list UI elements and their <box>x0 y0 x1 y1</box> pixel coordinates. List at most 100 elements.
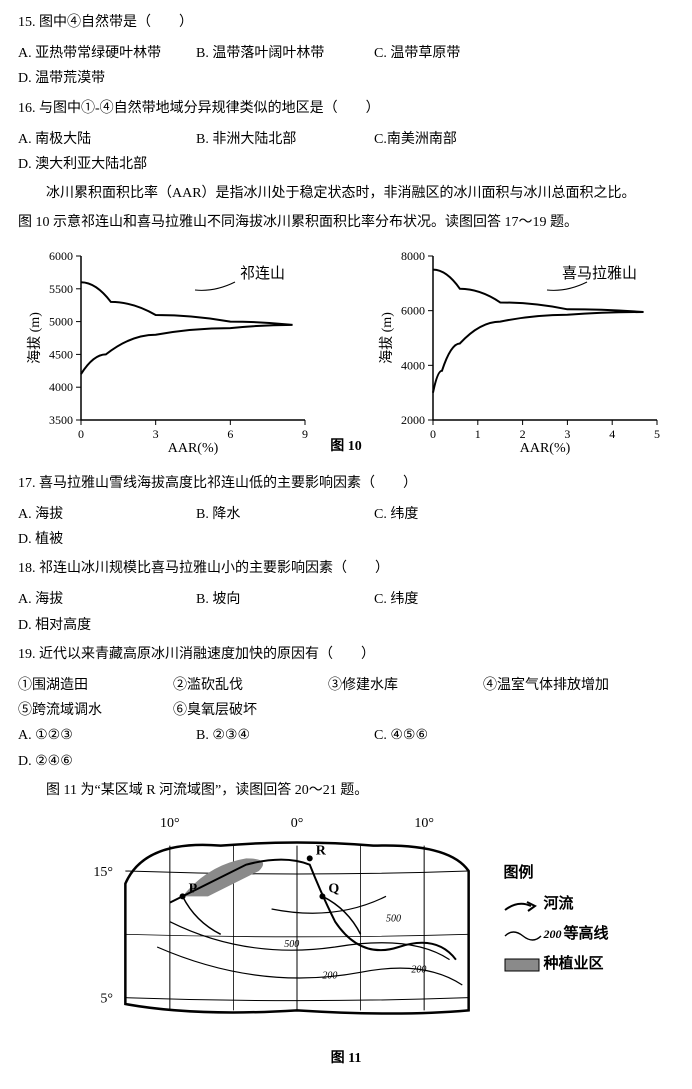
passage1-p1: 冰川累积面积比率（AAR）是指冰川处于稳定状态时，非消融区的冰川面积与冰川总面积… <box>18 181 674 206</box>
q15-opt-a: A. 亚热带常绿硬叶林带 <box>18 41 168 66</box>
svg-text:15°: 15° <box>94 865 114 880</box>
svg-text:祁连山: 祁连山 <box>240 265 285 282</box>
svg-text:6000: 6000 <box>49 249 73 263</box>
q15-opt-b: B. 温带落叶阔叶林带 <box>196 41 346 66</box>
q15-options: A. 亚热带常绿硬叶林带 B. 温带落叶阔叶林带 C. 温带草原带 D. 温带荒… <box>18 41 674 91</box>
fig11-caption: 图 11 <box>18 1046 674 1071</box>
legend-contour-sample: 200 <box>543 924 561 946</box>
svg-text:0: 0 <box>430 427 436 441</box>
svg-text:5500: 5500 <box>49 281 73 295</box>
svg-text:500: 500 <box>386 914 401 925</box>
figure-11: 10° 0° 10° 15° 5° 200 500 500 200 P Q R 图例 河流 200 等… <box>18 811 674 1071</box>
fig10-caption: 图 10 <box>330 439 362 454</box>
legend-title: 图例 <box>503 860 608 887</box>
chart-qilian-svg: 3500 4000 4500 5000 5500 6000 0 3 6 9 海拔 (m) AAR(%)… <box>25 246 315 456</box>
q19-subopts-2: ⑤跨流域调水 ⑥臭氧层破坏 <box>18 698 674 723</box>
q19-sub6: ⑥臭氧层破坏 <box>173 698 328 723</box>
q18-stem: 18. 祁连山冰川规模比喜马拉雅山小的主要影响因素（ ） <box>18 556 674 581</box>
legend-river-label: 河流 <box>543 891 573 918</box>
svg-text:0: 0 <box>78 427 84 441</box>
svg-text:P: P <box>189 881 198 896</box>
svg-text:AAR(%): AAR(%) <box>168 441 219 456</box>
figure-10-charts: 3500 4000 4500 5000 5500 6000 0 3 6 9 海拔 (m) AAR(%)… <box>18 246 674 465</box>
svg-text:0°: 0° <box>291 816 304 831</box>
svg-text:9: 9 <box>302 427 308 441</box>
svg-text:海拔 (m): 海拔 (m) <box>379 311 395 363</box>
chart-qilian: 3500 4000 4500 5000 5500 6000 0 3 6 9 海拔 (m) AAR(%)… <box>25 246 315 465</box>
svg-text:10°: 10° <box>415 816 435 831</box>
passage1-p2: 图 10 示意祁连山和喜马拉雅山不同海拔冰川累积面积比率分布状况。读图回答 17… <box>18 210 674 235</box>
svg-text:3: 3 <box>564 427 570 441</box>
svg-text:4: 4 <box>609 427 615 441</box>
q19-subopts: ①围湖造田 ②滥砍乱伐 ③修建水库 ④温室气体排放增加 <box>18 673 674 698</box>
q19-opt-a: A. ①②③ <box>18 723 168 748</box>
q19-options: A. ①②③ B. ②③④ C. ④⑤⑥ D. ②④⑥ <box>18 723 674 773</box>
svg-text:5000: 5000 <box>49 314 73 328</box>
q16-opt-c: C.南美洲南部 <box>374 127 524 152</box>
q19-opt-b: B. ②③④ <box>196 723 346 748</box>
q17-opt-c: C. 纬度 <box>374 502 524 527</box>
svg-text:1: 1 <box>474 427 480 441</box>
q15-opt-c: C. 温带草原带 <box>374 41 524 66</box>
q17-options: A. 海拔 B. 降水 C. 纬度 D. 植被 <box>18 502 674 552</box>
svg-text:6: 6 <box>228 427 234 441</box>
q19-sub1: ①围湖造田 <box>18 673 173 698</box>
map-svg: 10° 0° 10° 15° 5° 200 500 500 200 P Q R <box>83 811 483 1031</box>
q19-sub2: ②滥砍乱伐 <box>173 673 328 698</box>
svg-text:海拔 (m): 海拔 (m) <box>27 311 43 363</box>
q15-opt-d: D. 温带荒漠带 <box>18 66 168 91</box>
svg-text:2000: 2000 <box>401 413 425 427</box>
svg-text:4000: 4000 <box>401 358 425 372</box>
svg-text:4500: 4500 <box>49 347 73 361</box>
q19-sub5: ⑤跨流域调水 <box>18 698 173 723</box>
q16-opt-d: D. 澳大利亚大陆北部 <box>18 152 168 177</box>
legend-farm: 种植业区 <box>503 951 608 978</box>
svg-text:200: 200 <box>412 964 427 975</box>
svg-text:3: 3 <box>153 427 159 441</box>
chart-himalaya-svg: 2000 4000 6000 8000 0 1 2 3 4 5 海拔 (m) AAR(%) 喜马拉雅山 <box>377 246 667 456</box>
chart-himalaya: 2000 4000 6000 8000 0 1 2 3 4 5 海拔 (m) AAR(%) 喜马拉雅山 <box>377 246 667 465</box>
map-legend: 图例 河流 200 等高线 种植业区 <box>503 860 608 981</box>
q15-stem: 15. 图中④自然带是（ ） <box>18 10 674 35</box>
svg-text:200: 200 <box>323 971 338 982</box>
q17-opt-d: D. 植被 <box>18 527 168 552</box>
svg-text:5°: 5° <box>101 992 114 1007</box>
q19-sub4: ④温室气体排放增加 <box>483 673 638 698</box>
q17-opt-a: A. 海拔 <box>18 502 168 527</box>
arrow-icon <box>503 896 543 914</box>
q16-stem: 16. 与图中①-④自然带地域分异规律类似的地区是（ ） <box>18 96 674 121</box>
q18-opt-d: D. 相对高度 <box>18 613 168 638</box>
q16-opt-b: B. 非洲大陆北部 <box>196 127 346 152</box>
q17-stem: 17. 喜马拉雅山雪线海拔高度比祁连山低的主要影响因素（ ） <box>18 471 674 496</box>
q18-options: A. 海拔 B. 坡向 C. 纬度 D. 相对高度 <box>18 587 674 637</box>
svg-text:2: 2 <box>519 427 525 441</box>
farm-icon <box>503 956 543 974</box>
svg-text:R: R <box>316 843 327 858</box>
svg-text:500: 500 <box>285 939 300 950</box>
q19-stem: 19. 近代以来青藏高原冰川消融速度加快的原因有（ ） <box>18 642 674 667</box>
q19-opt-d: D. ②④⑥ <box>18 749 168 774</box>
svg-text:6000: 6000 <box>401 303 425 317</box>
contour-icon <box>503 926 543 944</box>
q18-opt-c: C. 纬度 <box>374 587 524 612</box>
svg-text:Q: Q <box>329 881 340 896</box>
svg-text:AAR(%): AAR(%) <box>519 441 570 456</box>
q17-opt-b: B. 降水 <box>196 502 346 527</box>
svg-text:4000: 4000 <box>49 380 73 394</box>
svg-text:8000: 8000 <box>401 249 425 263</box>
svg-text:喜马拉雅山: 喜马拉雅山 <box>562 265 637 282</box>
legend-river: 河流 <box>503 891 608 918</box>
legend-farm-label: 种植业区 <box>543 951 603 978</box>
svg-text:5: 5 <box>654 427 660 441</box>
q18-opt-b: B. 坡向 <box>196 587 346 612</box>
passage2-p1: 图 11 为“某区域 R 河流域图”，读图回答 20～21 题。 <box>18 778 674 803</box>
q18-opt-a: A. 海拔 <box>18 587 168 612</box>
q16-opt-a: A. 南极大陆 <box>18 127 168 152</box>
q19-opt-c: C. ④⑤⑥ <box>374 723 524 748</box>
legend-contour-label: 等高线 <box>563 921 608 948</box>
q19-sub3: ③修建水库 <box>328 673 483 698</box>
svg-text:3500: 3500 <box>49 413 73 427</box>
svg-text:10°: 10° <box>161 816 181 831</box>
q16-options: A. 南极大陆 B. 非洲大陆北部 C.南美洲南部 D. 澳大利亚大陆北部 <box>18 127 674 177</box>
legend-contour: 200 等高线 <box>503 921 608 948</box>
